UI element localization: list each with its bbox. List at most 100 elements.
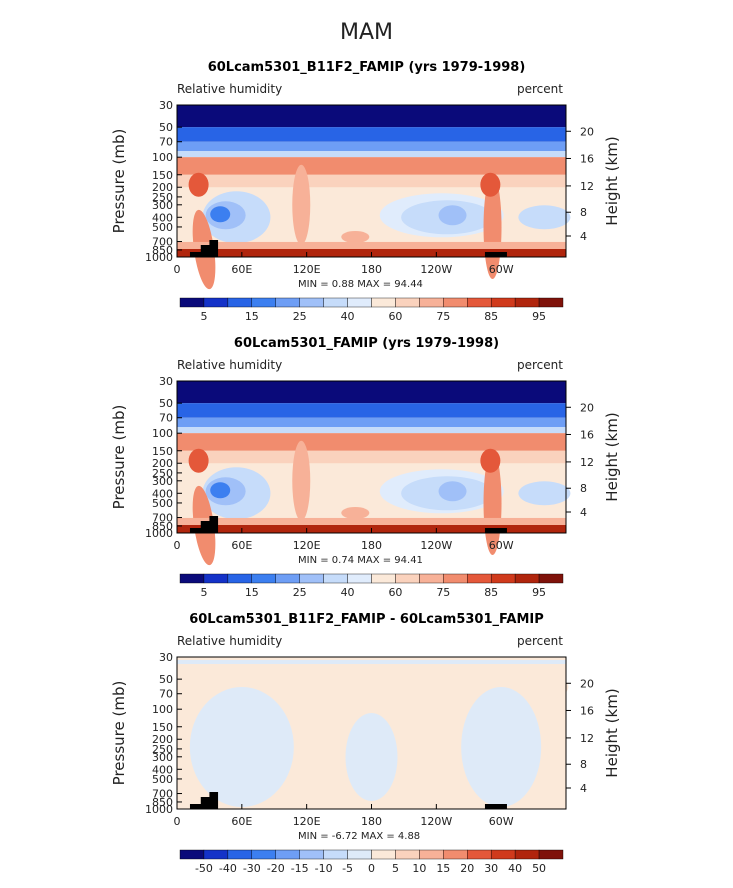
longitude-tick-label: 0 [174, 263, 181, 276]
contour-band-uppertrop-60 [177, 174, 566, 188]
colorbar-swatch [179, 849, 205, 860]
longitude-tick-label: 0 [174, 815, 181, 828]
pressure-tick-label: 100 [152, 427, 173, 440]
longitude-tick-label: 60W [489, 815, 514, 828]
colorbar-swatch [443, 573, 468, 584]
longitude-tick-label: 120E [293, 815, 321, 828]
panel-3-variable-label: Relative humidity [177, 634, 283, 648]
height-axis-title: Height (km) [603, 412, 621, 501]
colorbar-label: 85 [484, 586, 498, 599]
contour-band-strat-15 [177, 403, 566, 418]
longitude-tick-label: 60E [231, 263, 252, 276]
longitude-tick-label: 60E [231, 815, 252, 828]
pressure-tick-label: 700 [152, 512, 173, 525]
colorbar-label: -5 [342, 862, 353, 875]
colorbar-label: -30 [243, 862, 261, 875]
pressure-tick-label: 500 [152, 497, 173, 510]
colorbar-swatch [275, 849, 300, 860]
pressure-tick-label: 300 [152, 199, 173, 212]
colorbar-label: 5 [200, 586, 207, 599]
colorbar-swatch [323, 849, 348, 860]
pressure-tick-label: 30 [159, 99, 173, 112]
topography-africa [189, 240, 219, 257]
colorbar-label: 15 [245, 586, 259, 599]
height-tick-label: 8 [580, 206, 587, 219]
pressure-tick-label: 150 [152, 445, 173, 458]
pressure-tick-label: 150 [152, 721, 173, 734]
colorbar-label: 5 [200, 310, 207, 323]
diff-neg-region-east [461, 687, 542, 807]
colorbar-swatch [299, 573, 324, 584]
colorbar-label: 40 [508, 862, 522, 875]
colorbar-swatch [347, 849, 372, 860]
colorbar-swatch [203, 573, 229, 584]
colorbar-swatch [347, 297, 372, 308]
height-tick-label: 12 [580, 456, 594, 469]
height-tick-label: 4 [580, 506, 587, 519]
longitude-tick-label: 60W [489, 263, 514, 276]
panel-2-units-label: percent [517, 358, 563, 372]
colorbar-swatch [371, 573, 396, 584]
colorbar-label: 85 [484, 310, 498, 323]
contour-band-strat-25 [177, 417, 566, 428]
colorbar-swatch [467, 573, 492, 584]
moist-cell-central-pacific [341, 230, 370, 243]
pressure-tick-label: 150 [152, 169, 173, 182]
longitude-tick-label: 180 [361, 815, 382, 828]
colorbar-label: 95 [532, 586, 546, 599]
moist-cell-central-pacific [341, 506, 370, 519]
panel-2-variable-label: Relative humidity [177, 358, 283, 372]
colorbar-swatch [203, 849, 229, 860]
colorbar-swatch [467, 297, 492, 308]
pressure-tick-label: 50 [159, 397, 173, 410]
moist-cell-upper-amazon [480, 172, 501, 197]
panel-1-units-label: percent [517, 82, 563, 96]
topography-africa [189, 792, 219, 809]
pressure-tick-label: 400 [152, 487, 173, 500]
height-tick-label: 12 [580, 732, 594, 745]
topography-andes [484, 252, 507, 257]
longitude-tick-label: 180 [361, 539, 382, 552]
pressure-tick-label: 400 [152, 211, 173, 224]
contour-band-strat-5 [177, 105, 566, 128]
diff-neg-region-west [189, 687, 294, 807]
colorbar-label: 75 [436, 586, 450, 599]
colorbar-swatch [514, 297, 540, 308]
topography-africa [189, 516, 219, 533]
colorbar-swatch [179, 297, 205, 308]
longitude-tick-label: 120W [420, 539, 452, 552]
colorbar-label: 30 [484, 862, 498, 875]
longitude-tick-label: 120E [293, 263, 321, 276]
colorbar-swatch [514, 573, 540, 584]
colorbar-label: 50 [532, 862, 546, 875]
colorbar-label: -20 [267, 862, 285, 875]
height-tick-label: 20 [580, 125, 594, 138]
colorbar-swatch [490, 297, 516, 308]
colorbar-swatch [227, 849, 253, 860]
panel-3-min-max: MIN = -6.72 MAX = 4.88 [298, 831, 421, 842]
colorbar-swatch [347, 573, 372, 584]
colorbar-label: -50 [195, 862, 213, 875]
pressure-tick-label: 70 [159, 688, 173, 701]
pressure-tick-label: 70 [159, 136, 173, 149]
pressure-tick-label: 250 [152, 191, 173, 204]
colorbar-swatch [299, 849, 324, 860]
height-tick-label: 4 [580, 230, 587, 243]
colorbar-swatch [179, 573, 205, 584]
dry-region-indian-core [210, 482, 231, 499]
colorbar-swatch [323, 573, 348, 584]
longitude-tick-label: 120W [420, 263, 452, 276]
colorbar-swatch [538, 573, 564, 584]
moist-column-maritime [292, 440, 311, 521]
pressure-tick-label: 70 [159, 412, 173, 425]
pressure-tick-label: 100 [152, 151, 173, 164]
colorbar-swatch [203, 297, 229, 308]
contour-band-uppertrop-60 [177, 450, 566, 464]
pressure-tick-label: 200 [152, 457, 173, 470]
diff-pos-cell-east [520, 675, 569, 699]
pressure-tick-label: 500 [152, 773, 173, 786]
moist-column-maritime [292, 164, 311, 245]
pressure-axis-title: Pressure (mb) [110, 681, 128, 786]
